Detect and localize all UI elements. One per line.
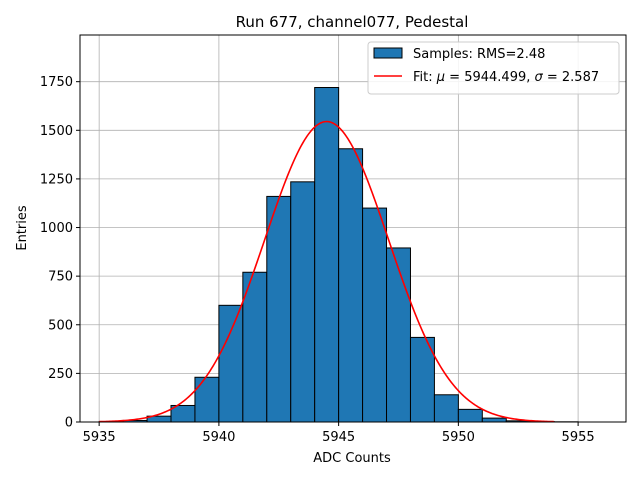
histogram-bar (194, 376, 220, 423)
legend-fit-label: Fit: μ = 5944.499, σ = 2.587 (413, 70, 599, 85)
x-tick-label: 5945 (322, 430, 355, 445)
legend-fit-mu-symbol: μ (436, 70, 445, 85)
x-axis-title: ADC Counts (313, 451, 391, 466)
y-tick-label: 1500 (40, 124, 73, 139)
histogram-bar (218, 304, 244, 423)
x-axis: 5935 5940 5945 5950 5955 (83, 422, 595, 445)
histogram-bars (98, 87, 579, 423)
y-tick-label: 1000 (40, 221, 73, 236)
histogram-bar (242, 271, 268, 423)
y-tick-label: 0 (65, 416, 73, 431)
histogram-bar (457, 408, 483, 423)
histogram-bar (266, 195, 292, 423)
y-tick-label: 500 (48, 318, 73, 333)
y-tick-label: 1750 (40, 75, 73, 90)
histogram-bar (290, 181, 316, 423)
plot-frame (79, 34, 627, 423)
legend-samples-swatch (373, 47, 403, 59)
legend-fit-prefix: Fit: (413, 70, 437, 85)
legend-fit-sigma-symbol: σ (535, 70, 544, 85)
y-axis: 0 250 500 750 1000 1250 1500 1750 (40, 75, 80, 431)
legend-samples-label: Samples: RMS=2.48 (413, 47, 545, 62)
y-axis-title: Entries (15, 205, 30, 251)
x-tick-label: 5955 (562, 430, 595, 445)
legend-box (367, 41, 620, 95)
legend: Samples: RMS=2.48 Fit: μ = 5944.499, σ =… (367, 41, 620, 95)
y-tick-label: 750 (48, 270, 73, 285)
y-tick-label: 1250 (40, 172, 73, 187)
gaussian-fit-curve (99, 120, 555, 423)
x-tick-label: 5950 (442, 430, 475, 445)
histogram-bar (338, 148, 364, 423)
y-tick-label: 250 (48, 367, 73, 382)
histogram-bar (386, 247, 411, 423)
x-tick-label: 5935 (83, 430, 116, 445)
chart-title: Run 677, channel077, Pedestal (236, 13, 469, 31)
legend-fit-sigma-value: = 2.587 (543, 70, 599, 85)
histogram-bar (314, 87, 340, 423)
histogram-bar (433, 394, 459, 423)
legend-fit-mu-value: = 5944.499, (445, 70, 534, 85)
x-tick-label: 5940 (202, 430, 235, 445)
histogram-bar (362, 207, 388, 423)
histogram-bar (481, 417, 507, 423)
